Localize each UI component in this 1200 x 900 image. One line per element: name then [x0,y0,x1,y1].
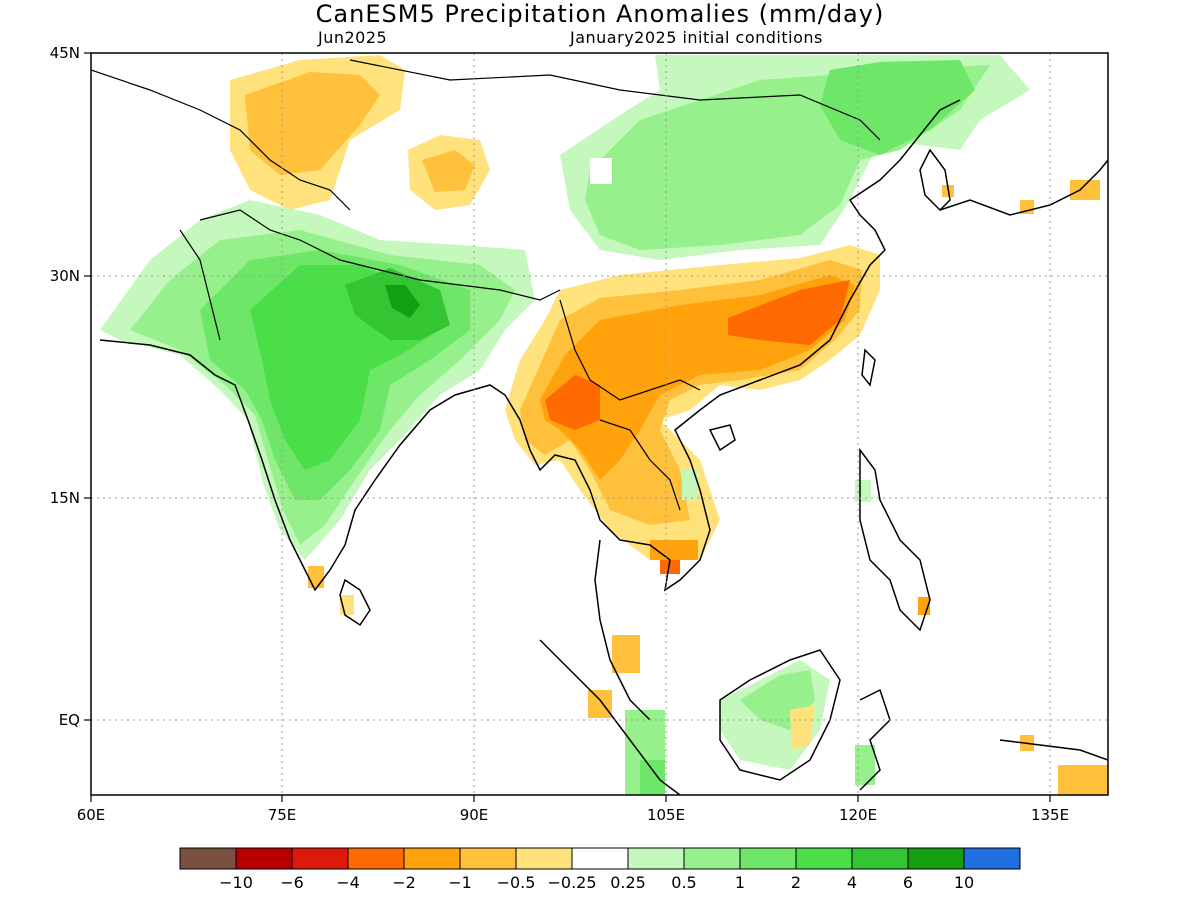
colorbar-swatch [963,847,1021,870]
border-mongolia [349,59,881,141]
lon-tick-label: 105E [647,806,685,824]
lon-tick-label: 90E [460,806,489,824]
anomaly-patch [308,566,324,588]
lat-tick-label: 45N [50,44,80,62]
colorbar-label: −2 [392,873,416,892]
anomaly-patch [682,470,698,500]
anomaly-patch [588,690,612,718]
anomaly-patch [855,480,871,502]
anomaly-patch [612,635,640,673]
colorbar-swatch [739,847,797,870]
lat-tick-label: 30N [50,267,80,285]
colorbar-swatch [683,847,741,870]
coastline-korea [919,148,951,212]
colorbar-swatch [403,847,461,870]
map-frame [90,52,1109,796]
colorbar-label: −6 [280,873,304,892]
anomaly-gap [590,158,612,184]
lon-tick-label: 135E [1031,806,1069,824]
anomaly-patch [650,540,698,560]
forecast-month: Jun2025 [318,28,388,47]
colorbar-label: −1 [448,873,472,892]
colorbar-label: −4 [336,873,360,892]
colorbar-label: −10 [219,873,253,892]
anomaly-dry-northwest-core [245,72,380,175]
colorbar-swatch [347,847,405,870]
tick-marks [84,52,1051,802]
anomaly-patch [1058,765,1108,795]
anomaly-dry-yangtze-core [728,280,850,345]
coastline-india [99,99,961,592]
coastline-malay [594,539,651,721]
border-himalaya [199,209,561,301]
initial-conditions: January2025 initial conditions [570,28,823,47]
anomaly-wet-nepal-core [385,285,420,318]
lat-tick-label: EQ [59,711,80,729]
lon-tick-label: 75E [268,806,297,824]
colorbar-label: −0.5 [497,873,536,892]
colorbar: −10 −6 −4 −2 −1 −0.5 −0.25 0.25 0.5 1 2 4 6 10 [179,847,1021,892]
colorbar-swatch [627,847,685,870]
coastline-new-guinea [999,739,1108,761]
coastline-sri-lanka [339,578,371,627]
anomaly-patch [660,560,680,574]
lat-tick-label: 15N [50,489,80,507]
anomaly-patch [855,745,875,785]
colorbar-swatch [291,847,349,870]
anomaly-patch [1070,180,1100,200]
coastline-philippines [859,447,931,632]
coastline-hainan [708,424,736,452]
coastline-taiwan [861,348,876,387]
border-thai-laos [599,419,681,511]
colorbar-swatch [459,847,517,870]
colorbar-swatch [795,847,853,870]
colorbar-label: 10 [954,873,974,892]
anomaly-dry-tarim-core [422,150,475,192]
anomaly-dry-borneo [790,705,815,750]
colorbar-label: 4 [847,873,857,892]
border-pakistan [179,229,221,341]
lon-tick-label: 120E [839,806,877,824]
colorbar-label: 2 [791,873,801,892]
anomaly-patch [640,760,665,795]
colorbar-label: 6 [903,873,913,892]
colorbar-swatch [907,847,965,870]
border-indochina [559,299,701,401]
colorbar-swatch [179,847,237,870]
colorbar-swatch [851,847,909,870]
colorbar-label: 0.5 [671,873,696,892]
coastline-sulawesi [859,688,891,791]
colorbar-label: 1 [735,873,745,892]
anomaly-wet-north-china-core [820,60,975,155]
colorbar-swatch [571,847,629,870]
anomaly-field [100,55,1108,795]
map-title: CanESM5 Precipitation Anomalies (mm/day) [315,0,885,28]
border-central-asia [91,69,351,211]
colorbar-swatch [515,847,573,870]
colorbar-swatch [235,847,293,870]
colorbar-label: −0.25 [547,873,596,892]
colorbar-label: 0.25 [610,873,646,892]
lon-tick-label: 60E [77,806,106,824]
anomaly-dry-myanmar-core [545,375,600,430]
gridlines [91,53,1108,795]
